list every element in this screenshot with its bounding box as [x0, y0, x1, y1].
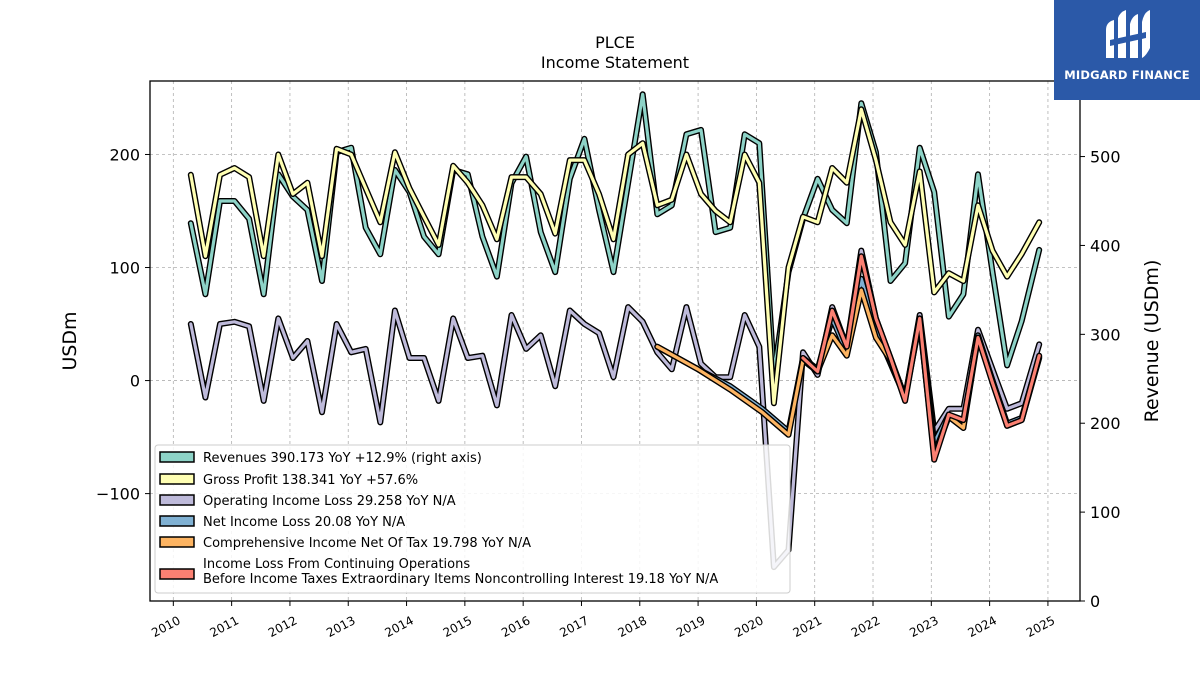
series-4	[654, 287, 1043, 457]
x-tick-label: 2025	[1024, 613, 1058, 640]
chart-subtitle: Income Statement	[541, 53, 689, 72]
legend-swatch	[159, 568, 195, 580]
series-line	[655, 277, 1041, 445]
legend-label: Revenues 390.173 YoY +12.9% (right axis)	[203, 451, 482, 466]
legend-swatch	[159, 473, 195, 485]
chart-title: PLCE	[595, 33, 635, 52]
series-1	[187, 106, 1043, 407]
x-tick-label: 2021	[791, 613, 825, 640]
x-tick-label: 2017	[557, 613, 591, 640]
plot-frame	[149, 80, 1081, 602]
series-outline	[654, 275, 1043, 446]
x-tick-label: 2014	[382, 613, 416, 640]
series-5	[800, 253, 1043, 463]
x-tick-label: 2013	[324, 613, 358, 640]
y-tick-label: −100	[96, 485, 140, 504]
x-tick-label: 2016	[499, 613, 533, 640]
legend: Revenues 390.173 YoY +12.9% (right axis)…	[154, 444, 791, 594]
x-tick-label: 2024	[965, 613, 999, 640]
legend-label: Net Income Loss 20.08 YoY N/A	[203, 515, 405, 530]
y-right-tick-label: 400	[1090, 236, 1121, 255]
midgard-logo-icon	[1106, 10, 1150, 58]
y-tick-label: 200	[109, 145, 140, 164]
y-tick-label: 100	[109, 259, 140, 278]
x-tick-label: 2015	[441, 613, 475, 640]
y-right-tick-label: 500	[1090, 148, 1121, 167]
y-axis-label: USDm	[59, 311, 81, 370]
legend-swatch	[159, 451, 195, 463]
legend-label: Comprehensive Income Net Of Tax 19.798 Y…	[203, 536, 531, 551]
y-right-tick-label: 300	[1090, 325, 1121, 344]
y-right-tick-label: 200	[1090, 414, 1121, 433]
legend-swatch	[159, 536, 195, 548]
legend-box	[154, 444, 791, 594]
y-axis-right-label: Revenue (USDm)	[1141, 260, 1163, 423]
legend-swatch	[159, 494, 195, 506]
series-3	[654, 275, 1043, 446]
legend-label: Income Loss From Continuing Operations Be…	[203, 557, 718, 587]
series-line	[655, 288, 1041, 456]
x-tick-label: 2018	[616, 613, 650, 640]
legend-swatch	[159, 515, 195, 527]
x-tick-label: 2010	[149, 613, 183, 640]
legend-label: Gross Profit 138.341 YoY +57.6%	[203, 473, 418, 488]
x-tick-label: 2023	[907, 613, 941, 640]
logo-text: MIDGARD FINANCE	[1064, 68, 1190, 82]
y-right-tick-label: 0	[1090, 592, 1100, 611]
series-outline	[654, 287, 1043, 457]
series-line	[801, 254, 1041, 462]
x-tick-label: 2012	[266, 613, 300, 640]
x-tick-label: 2019	[674, 613, 708, 640]
brand-logo: MIDGARD FINANCE	[1054, 0, 1200, 100]
y-tick-label: 0	[130, 372, 140, 391]
legend-label: Operating Income Loss 29.258 YoY N/A	[203, 494, 456, 509]
x-tick-label: 2020	[732, 613, 766, 640]
series-line	[189, 107, 1041, 405]
x-tick-label: 2022	[849, 613, 883, 640]
y-right-tick-label: 100	[1090, 503, 1121, 522]
series-layer	[187, 91, 1043, 571]
x-tick-label: 2011	[207, 613, 241, 640]
